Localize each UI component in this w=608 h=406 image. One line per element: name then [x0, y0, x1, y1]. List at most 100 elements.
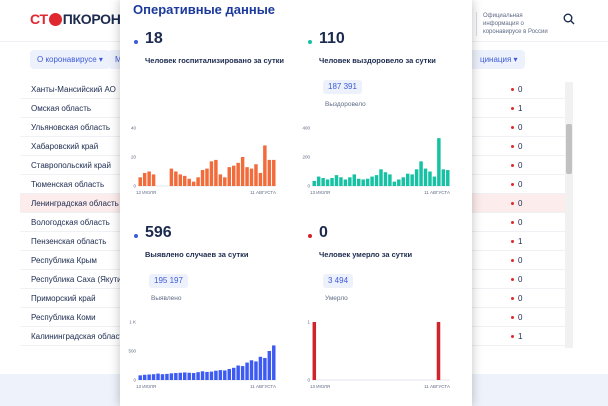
chart-bar[interactable]: [165, 373, 169, 380]
chart-bar[interactable]: [223, 370, 227, 380]
chart-bar[interactable]: [174, 373, 178, 380]
chart-bar[interactable]: [272, 345, 276, 380]
chart-bar[interactable]: [432, 176, 437, 186]
chart-bar[interactable]: [249, 360, 254, 380]
chart-bar[interactable]: [142, 374, 147, 380]
chart-bar[interactable]: [397, 179, 401, 186]
chart-bar[interactable]: [339, 177, 343, 186]
chart-bar[interactable]: [401, 177, 405, 186]
chart-bar[interactable]: [227, 167, 231, 186]
chart-bar[interactable]: [379, 169, 383, 186]
chart-bar[interactable]: [218, 370, 223, 380]
chart-bar[interactable]: [267, 159, 272, 186]
chart-bar[interactable]: [169, 373, 174, 380]
chart-bar[interactable]: [178, 174, 183, 186]
chart-bar[interactable]: [227, 368, 231, 380]
chart-bar[interactable]: [437, 138, 441, 186]
chart-bar[interactable]: [405, 173, 410, 186]
chart-bar[interactable]: [263, 357, 267, 380]
chart-bar[interactable]: [316, 176, 321, 186]
chart-bar[interactable]: [267, 351, 272, 380]
chart-bar[interactable]: [245, 167, 249, 186]
chart-bar[interactable]: [205, 371, 209, 380]
chart-bar[interactable]: [249, 168, 254, 186]
chart-bar[interactable]: [142, 172, 147, 186]
chart-bar[interactable]: [231, 165, 236, 186]
recovered-total: 187 391: [323, 80, 362, 94]
chart-bar[interactable]: [334, 175, 339, 186]
chart-bar[interactable]: [254, 361, 258, 380]
chart-bar[interactable]: [236, 365, 240, 381]
chart-bar[interactable]: [410, 174, 414, 186]
search-icon[interactable]: [563, 13, 575, 25]
chart-bar[interactable]: [191, 373, 196, 380]
chart-bar[interactable]: [191, 181, 196, 186]
chart-bar[interactable]: [357, 178, 361, 186]
chart-bar[interactable]: [174, 171, 178, 187]
chart-bar[interactable]: [187, 372, 191, 380]
chart-bar[interactable]: [392, 181, 397, 186]
chart-bar[interactable]: [321, 178, 325, 186]
chart-bar[interactable]: [361, 179, 365, 186]
chart-bar[interactable]: [446, 170, 450, 186]
chart-bar[interactable]: [205, 168, 209, 186]
chart-bar[interactable]: [325, 179, 330, 186]
chart-bar[interactable]: [209, 161, 214, 186]
chart-bar[interactable]: [196, 177, 200, 186]
chart-bar[interactable]: [151, 374, 156, 380]
chart-bar[interactable]: [343, 179, 348, 186]
chart-bar[interactable]: [254, 164, 258, 186]
chart-bar[interactable]: [160, 374, 165, 380]
chart-bar[interactable]: [200, 170, 205, 186]
chart-bar[interactable]: [312, 180, 316, 186]
chart-bar[interactable]: [183, 175, 187, 186]
chart-bar[interactable]: [258, 356, 263, 380]
scroll-thumb[interactable]: [566, 124, 572, 174]
chart-bar[interactable]: [388, 174, 392, 186]
chart-bar[interactable]: [245, 362, 249, 380]
chart-bar[interactable]: [178, 372, 183, 380]
x-end-label: 11 АВГУСТА: [424, 190, 450, 195]
chart-bar[interactable]: [240, 366, 245, 380]
chart-bar[interactable]: [419, 161, 423, 186]
chart-bar[interactable]: [263, 145, 267, 186]
chart-bar[interactable]: [147, 171, 151, 187]
chart-bar[interactable]: [441, 169, 446, 186]
chart-bar[interactable]: [214, 159, 218, 186]
chart-bar[interactable]: [200, 371, 205, 380]
chart-bar[interactable]: [436, 322, 441, 380]
chart-bar[interactable]: [138, 177, 142, 186]
chart-bar[interactable]: [169, 168, 174, 186]
vaccination-dropdown[interactable]: цинация ▾: [468, 50, 525, 69]
chart-bar[interactable]: [156, 373, 160, 380]
chart-bar[interactable]: [183, 372, 187, 380]
chart-bar[interactable]: [236, 162, 240, 186]
chart-bar[interactable]: [147, 374, 151, 380]
official-info-link[interactable]: Официальная информация о коронавирусе в …: [476, 12, 556, 36]
chart-bar[interactable]: [352, 174, 357, 186]
table-scrollbar[interactable]: [565, 82, 573, 348]
chart-bar[interactable]: [209, 371, 214, 380]
chart-bar[interactable]: [330, 178, 334, 186]
chart-bar[interactable]: [258, 172, 263, 186]
chart-bar[interactable]: [374, 175, 379, 186]
chart-bar[interactable]: [383, 172, 388, 186]
chart-bar[interactable]: [214, 370, 218, 380]
chart-bar[interactable]: [312, 322, 317, 380]
chart-bar[interactable]: [187, 178, 191, 186]
about-dropdown[interactable]: О коронавирусе ▾: [30, 50, 110, 69]
chart-bar[interactable]: [231, 367, 236, 380]
chart-bar[interactable]: [223, 177, 227, 186]
chart-bar[interactable]: [151, 174, 156, 186]
chart-bar[interactable]: [365, 178, 370, 186]
chart-bar[interactable]: [218, 174, 223, 186]
chart-bar[interactable]: [348, 177, 352, 186]
chart-bar[interactable]: [240, 157, 245, 186]
chart-bar[interactable]: [370, 176, 374, 186]
chart-bar[interactable]: [138, 375, 142, 380]
chart-bar[interactable]: [272, 159, 276, 186]
chart-bar[interactable]: [428, 171, 432, 187]
chart-bar[interactable]: [423, 168, 428, 186]
chart-bar[interactable]: [196, 372, 200, 380]
chart-bar[interactable]: [414, 169, 419, 186]
